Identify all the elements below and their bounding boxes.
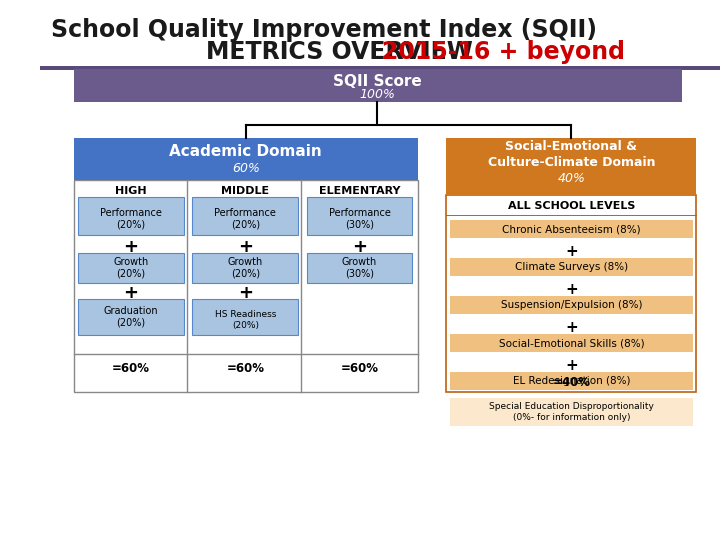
FancyBboxPatch shape xyxy=(450,398,693,426)
Text: HS Readiness
(20%): HS Readiness (20%) xyxy=(215,310,276,330)
Text: ALL SCHOOL LEVELS: ALL SCHOOL LEVELS xyxy=(508,201,635,211)
FancyBboxPatch shape xyxy=(78,299,184,335)
Text: Graduation
(20%): Graduation (20%) xyxy=(104,306,158,328)
Text: +: + xyxy=(565,282,577,298)
Text: +: + xyxy=(565,245,577,260)
Text: Growth
(20%): Growth (20%) xyxy=(228,257,263,279)
Text: Climate Surveys (8%): Climate Surveys (8%) xyxy=(515,262,628,272)
Text: SQII Score: SQII Score xyxy=(333,75,422,90)
Text: School Quality Improvement Index (SQII): School Quality Improvement Index (SQII) xyxy=(50,18,597,42)
FancyBboxPatch shape xyxy=(78,253,184,283)
Text: Performance
(20%): Performance (20%) xyxy=(215,208,276,230)
FancyBboxPatch shape xyxy=(73,180,418,392)
FancyBboxPatch shape xyxy=(40,66,720,70)
Text: Growth
(20%): Growth (20%) xyxy=(114,257,149,279)
FancyBboxPatch shape xyxy=(73,138,418,180)
Text: Chronic Absenteeism (8%): Chronic Absenteeism (8%) xyxy=(502,224,641,234)
Text: 60%: 60% xyxy=(232,161,260,174)
Text: Performance
(30%): Performance (30%) xyxy=(328,208,390,230)
Text: +: + xyxy=(124,238,138,256)
FancyBboxPatch shape xyxy=(446,138,696,195)
Text: Social-Emotional Skills (8%): Social-Emotional Skills (8%) xyxy=(498,338,644,348)
Text: +: + xyxy=(124,284,138,302)
Text: +: + xyxy=(238,284,253,302)
Text: =40%: =40% xyxy=(552,375,590,388)
FancyBboxPatch shape xyxy=(450,296,693,314)
Text: +: + xyxy=(238,238,253,256)
Text: HIGH: HIGH xyxy=(115,186,147,196)
Text: Suspension/Expulsion (8%): Suspension/Expulsion (8%) xyxy=(500,300,642,310)
FancyBboxPatch shape xyxy=(192,197,298,235)
FancyBboxPatch shape xyxy=(192,299,298,335)
FancyBboxPatch shape xyxy=(307,197,413,235)
Text: Special Education Disproportionality
(0%- for information only): Special Education Disproportionality (0%… xyxy=(489,402,654,422)
Text: METRICS OVERVIEW: METRICS OVERVIEW xyxy=(206,40,481,64)
Text: +: + xyxy=(565,321,577,335)
FancyBboxPatch shape xyxy=(450,372,693,390)
Text: Academic Domain: Academic Domain xyxy=(169,145,322,159)
FancyBboxPatch shape xyxy=(78,197,184,235)
Text: +: + xyxy=(352,238,367,256)
Text: 2015-16 + beyond: 2015-16 + beyond xyxy=(382,40,625,64)
FancyBboxPatch shape xyxy=(73,69,683,102)
FancyBboxPatch shape xyxy=(192,253,298,283)
FancyBboxPatch shape xyxy=(307,253,413,283)
Text: Culture-Climate Domain: Culture-Climate Domain xyxy=(487,156,655,168)
Text: =60%: =60% xyxy=(112,361,150,375)
FancyBboxPatch shape xyxy=(450,258,693,276)
Text: 100%: 100% xyxy=(359,89,395,102)
Text: =60%: =60% xyxy=(226,361,264,375)
Text: EL Redesignation (8%): EL Redesignation (8%) xyxy=(513,376,630,386)
Text: MIDDLE: MIDDLE xyxy=(221,186,269,196)
FancyBboxPatch shape xyxy=(450,220,693,238)
Text: Growth
(30%): Growth (30%) xyxy=(342,257,377,279)
FancyBboxPatch shape xyxy=(446,195,696,392)
Text: Performance
(20%): Performance (20%) xyxy=(100,208,162,230)
Text: =60%: =60% xyxy=(341,361,379,375)
Text: +: + xyxy=(565,359,577,374)
Text: Social-Emotional &: Social-Emotional & xyxy=(505,140,637,153)
Text: 40%: 40% xyxy=(557,172,585,185)
FancyBboxPatch shape xyxy=(450,334,693,352)
Text: ELEMENTARY: ELEMENTARY xyxy=(319,186,400,196)
